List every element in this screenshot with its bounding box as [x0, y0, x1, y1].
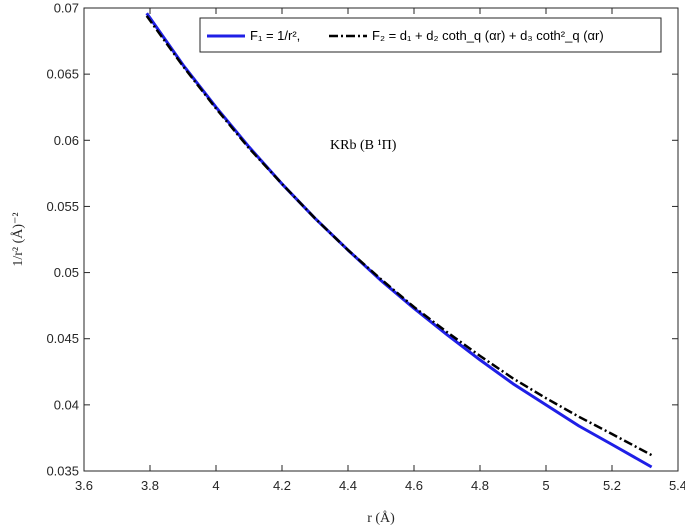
y-tick-label: 0.05	[54, 265, 79, 280]
y-axis-label: 1/r² (Å)⁻²	[10, 212, 26, 266]
x-tick-label: 4.2	[273, 478, 291, 493]
y-tick-label: 0.065	[46, 67, 79, 82]
series-lines	[145, 12, 653, 469]
x-axis-ticks: 3.6 3.8 4 4.2 4.4 4.6 4.8 5 5.2 5.4	[75, 8, 685, 493]
series-line-2	[145, 15, 653, 457]
plot-frame	[83, 7, 679, 472]
x-tick-label: 4	[212, 478, 219, 493]
legend-label-f1: F₁ = 1/r²,	[250, 28, 300, 43]
x-tick-label: 5.4	[669, 478, 685, 493]
plot-area	[83, 7, 679, 472]
y-tick-label: 0.07	[54, 1, 79, 16]
y-tick-label: 0.06	[54, 133, 79, 148]
x-tick-label: 4.6	[405, 478, 423, 493]
x-tick-label: 4.8	[471, 478, 489, 493]
y-tick-label: 0.055	[46, 199, 79, 214]
x-tick-label: 5	[542, 478, 549, 493]
x-tick-label: 4.4	[339, 478, 357, 493]
y-axis-ticks: 0.035 0.04 0.045 0.05 0.055 0.06 0.065 0.07	[46, 1, 678, 479]
x-tick-label: 5.2	[603, 478, 621, 493]
x-tick-label: 3.6	[75, 478, 93, 493]
legend: F₁ = 1/r², F₂ = d₁ + d₂ coth_q (αr) + d₃…	[199, 17, 662, 53]
y-tick-label: 0.045	[46, 331, 79, 346]
legend-label-f2: F₂ = d₁ + d₂ coth_q (αr) + d₃ coth²_q (α…	[372, 28, 604, 43]
y-tick-label: 0.04	[54, 397, 79, 412]
x-axis-label: r (Å)	[367, 510, 395, 526]
legend-box	[199, 17, 662, 53]
x-tick-label: 3.8	[141, 478, 159, 493]
y-tick-label: 0.035	[46, 464, 79, 479]
chart-annotation: KRb (B ¹Π)	[330, 138, 397, 153]
